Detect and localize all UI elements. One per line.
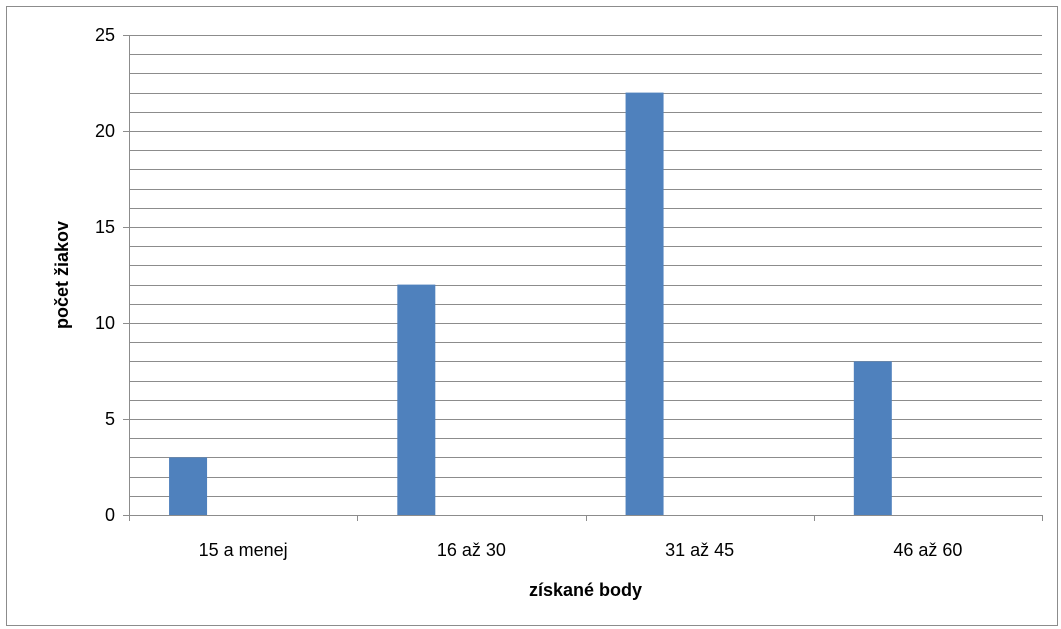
- x-axis-title: získané body: [529, 580, 642, 600]
- y-axis-title: počet žiakov: [52, 221, 72, 329]
- gridlines: [129, 35, 1042, 497]
- x-tick-label: 31 až 45: [665, 540, 734, 560]
- x-tick-label: 16 až 30: [437, 540, 506, 560]
- bar-2: [397, 284, 436, 515]
- axes: [123, 35, 1043, 521]
- y-tick-label: 25: [95, 25, 115, 45]
- chart-frame: [6, 6, 1058, 626]
- y-tick-label: 0: [105, 505, 115, 525]
- y-tick-label: 5: [105, 409, 115, 429]
- bar-3: [625, 92, 664, 515]
- x-tick-labels: 15 a menej 16 až 30 31 až 45 46 až 60: [199, 540, 963, 560]
- x-tick-label: 15 a menej: [199, 540, 288, 560]
- bar-4: [853, 361, 892, 515]
- y-tick-label: 10: [95, 313, 115, 333]
- y-tick-label: 15: [95, 217, 115, 237]
- y-tick-labels: 0 5 10 15 20 25: [95, 25, 115, 525]
- y-tick-label: 20: [95, 121, 115, 141]
- bar-1: [169, 457, 208, 515]
- x-tick-label: 46 až 60: [893, 540, 962, 560]
- bars: [169, 92, 892, 515]
